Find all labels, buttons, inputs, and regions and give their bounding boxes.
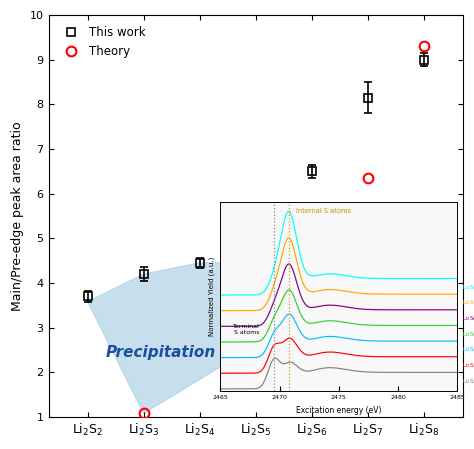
Text: Li$_2$S$_2$: Li$_2$S$_2$ bbox=[462, 377, 474, 386]
Polygon shape bbox=[88, 263, 255, 414]
Text: Li$_2$S$_6$: Li$_2$S$_6$ bbox=[462, 314, 474, 323]
Text: Li$_2$S$_5$: Li$_2$S$_5$ bbox=[462, 330, 474, 339]
Text: Li$_2$S$_7$: Li$_2$S$_7$ bbox=[462, 299, 474, 307]
Y-axis label: Normalized Yield (a.u.): Normalized Yield (a.u.) bbox=[209, 257, 215, 336]
Text: Precipitation: Precipitation bbox=[105, 345, 216, 360]
X-axis label: Excitation energy (eV): Excitation energy (eV) bbox=[296, 406, 382, 415]
Text: Terminal
S atoms: Terminal S atoms bbox=[233, 324, 260, 335]
Text: Li$_2$S$_8$: Li$_2$S$_8$ bbox=[462, 283, 474, 292]
Text: Internal S atoms: Internal S atoms bbox=[296, 208, 351, 214]
Y-axis label: Main/Pre-edge peak area ratio: Main/Pre-edge peak area ratio bbox=[11, 121, 24, 311]
Legend: This work, Theory: This work, Theory bbox=[55, 21, 150, 62]
Text: Li$_2$S$_3$: Li$_2$S$_3$ bbox=[462, 361, 474, 370]
Text: Li$_2$S$_4$: Li$_2$S$_4$ bbox=[462, 345, 474, 354]
